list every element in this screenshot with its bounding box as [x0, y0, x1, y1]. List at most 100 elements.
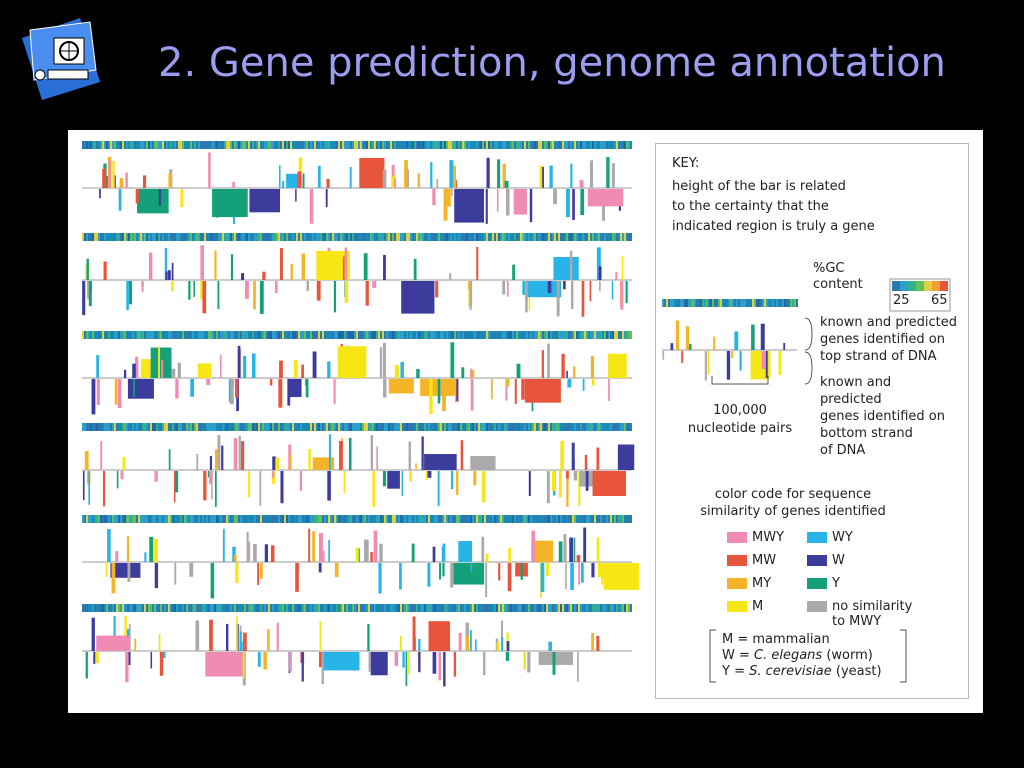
gc-label: %GC [813, 261, 845, 276]
gc-stripe [104, 331, 106, 339]
gc-stripe [266, 423, 268, 431]
gc-stripe [508, 233, 510, 241]
gc-stripe [576, 233, 578, 241]
gc-stripe [368, 233, 370, 241]
gc-stripe [152, 604, 154, 612]
gc-stripe [560, 515, 562, 523]
gc-stripe [262, 331, 264, 339]
gc-stripe [234, 331, 236, 339]
gc-stripe [494, 423, 496, 431]
gc-stripe [362, 423, 364, 431]
gc-stripe [752, 299, 754, 307]
gc-stripe [286, 141, 288, 149]
gc-stripe [450, 331, 452, 339]
gc-stripe [210, 604, 212, 612]
gc-stripe [552, 515, 554, 523]
gc-stripe [152, 141, 154, 149]
gene-bar [149, 536, 154, 562]
gc-stripe [308, 515, 310, 523]
gc-stripe [470, 141, 472, 149]
gc-stripe [412, 604, 414, 612]
gc-stripe [468, 604, 470, 612]
gc-label: content [813, 277, 863, 292]
gc-stripe [160, 331, 162, 339]
gc-stripe [378, 423, 380, 431]
gc-stripe [240, 515, 242, 523]
gc-stripe [754, 299, 756, 307]
gc-stripe [228, 141, 230, 149]
gc-stripe [450, 515, 452, 523]
gc-stripe [452, 515, 454, 523]
gc-stripe [566, 604, 568, 612]
gc-stripe [206, 331, 208, 339]
gc-stripe [250, 233, 252, 241]
gc-stripe [576, 423, 578, 431]
gc-stripe [134, 604, 136, 612]
gene-bar [370, 435, 374, 470]
gc-stripe [122, 331, 124, 339]
gc-stripe [370, 515, 372, 523]
gc-stripe [366, 604, 368, 612]
gc-stripe [448, 423, 450, 431]
gc-stripe [190, 515, 192, 523]
gene-bar [108, 160, 112, 188]
gc-stripe [518, 423, 520, 431]
gene-bar [202, 281, 207, 314]
gc-stripe [348, 604, 350, 612]
gc-stripe [102, 423, 104, 431]
gene-bar [442, 543, 446, 562]
gc-stripe [298, 331, 300, 339]
gc-stripe [612, 233, 614, 241]
gc-stripe [124, 515, 126, 523]
gc-stripe [412, 515, 414, 523]
gene-bar [470, 456, 496, 470]
gc-stripe [494, 515, 496, 523]
gene-bar [578, 563, 581, 585]
gene-bar [387, 471, 400, 489]
gc-stripe [430, 515, 432, 523]
gc-stripe [226, 423, 228, 431]
gene-bar [399, 563, 402, 590]
gene-bar [159, 652, 164, 676]
gc-stripe [454, 233, 456, 241]
gc-stripe [94, 233, 96, 241]
gc-stripe [574, 331, 576, 339]
gc-stripe [482, 233, 484, 241]
gc-stripe [502, 423, 504, 431]
gc-stripe [430, 141, 432, 149]
gc-stripe [300, 515, 302, 523]
gc-stripe [304, 515, 306, 523]
bottom-strand-text: predicted [820, 392, 882, 407]
gc-stripe [364, 604, 366, 612]
gc-stripe [410, 423, 412, 431]
gc-stripe [268, 423, 270, 431]
gc-stripe [366, 233, 368, 241]
gc-stripe [292, 604, 294, 612]
gc-stripe [542, 604, 544, 612]
gc-stripe [284, 233, 286, 241]
gc-stripe [594, 515, 596, 523]
gc-stripe [338, 515, 340, 523]
gc-stripe [784, 299, 786, 307]
gc-stripe [84, 604, 86, 612]
gene-bar [333, 281, 337, 313]
gene-bar [103, 261, 107, 280]
gene-bar [364, 539, 368, 562]
gene-bar [590, 355, 595, 378]
gc-stripe [266, 233, 268, 241]
gene-bar [505, 379, 510, 387]
gc-stripe [578, 604, 580, 612]
gc-stripe [226, 141, 228, 149]
gc-stripe [102, 604, 104, 612]
gc-stripe [182, 141, 184, 149]
gc-stripe [194, 423, 196, 431]
gc-stripe [566, 331, 568, 339]
gene-bar [127, 379, 154, 399]
gc-stripe [124, 423, 126, 431]
gc-stripe [316, 604, 318, 612]
gc-stripe [128, 604, 130, 612]
gc-stripe [484, 141, 486, 149]
gc-stripe [196, 604, 198, 612]
gc-stripe [166, 515, 168, 523]
gc-stripe [416, 604, 418, 612]
